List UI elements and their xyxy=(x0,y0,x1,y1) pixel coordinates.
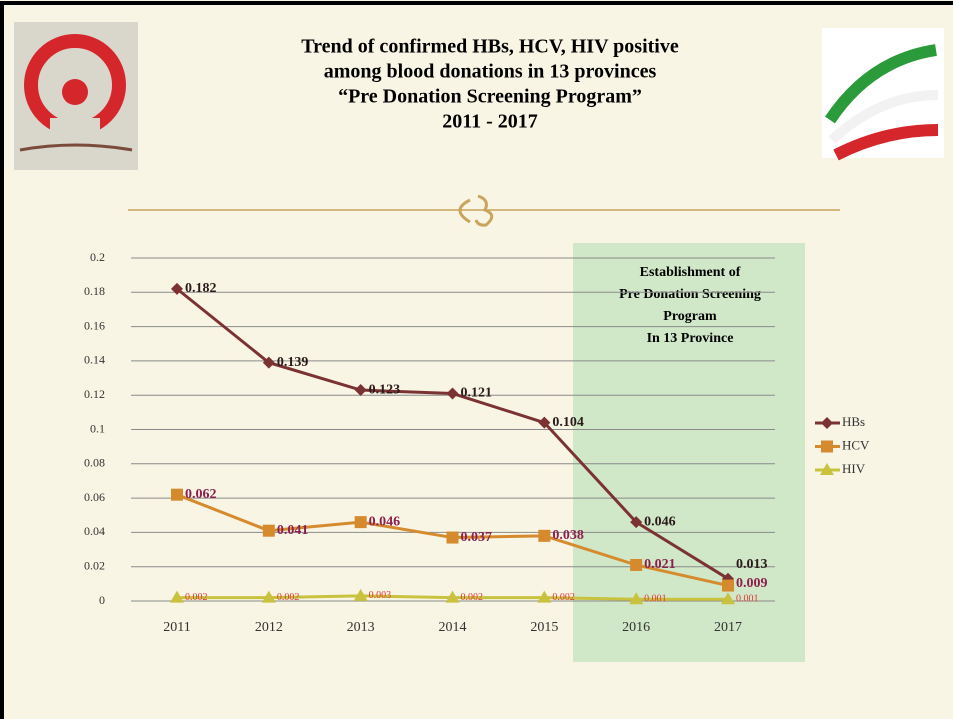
title-line: Trend of confirmed HBs, HCV, HIV positiv… xyxy=(301,36,679,58)
x-tick-label: 2011 xyxy=(163,620,190,635)
title-line: “Pre Donation Screening Program” xyxy=(338,86,642,108)
annotation: Program xyxy=(663,309,717,324)
legend-label: HBs xyxy=(842,414,865,429)
data-label: 0.104 xyxy=(552,415,584,430)
point xyxy=(721,592,735,605)
x-tick-label: 2016 xyxy=(622,620,650,635)
data-label: 0.041 xyxy=(277,523,309,538)
annotation: In 13 Province xyxy=(647,331,734,346)
data-label: 0.001 xyxy=(644,594,667,605)
y-tick-label: 0.08 xyxy=(84,456,105,470)
point xyxy=(445,590,460,603)
point xyxy=(630,516,643,529)
point xyxy=(538,416,551,429)
point xyxy=(262,356,275,369)
highlight-region xyxy=(573,243,805,662)
y-tick-label: 0.18 xyxy=(84,284,105,298)
right-logo xyxy=(822,28,944,161)
y-tick-label: 0.02 xyxy=(84,558,105,572)
data-label: 0.062 xyxy=(185,487,217,502)
data-label: 0.002 xyxy=(277,592,300,603)
x-tick-label: 2014 xyxy=(439,620,467,635)
legend-label: HCV xyxy=(842,437,870,452)
data-label: 0.001 xyxy=(736,594,759,605)
y-tick-label: 0.16 xyxy=(84,318,105,332)
point xyxy=(354,516,367,529)
point xyxy=(538,529,551,542)
data-label: 0.037 xyxy=(461,530,493,545)
annotation: Establishment of xyxy=(640,265,741,280)
point xyxy=(446,387,459,400)
data-label: 0.123 xyxy=(369,382,401,397)
data-label: 0.002 xyxy=(552,592,575,603)
data-label: 0.038 xyxy=(552,528,584,543)
y-tick-label: 0.12 xyxy=(84,387,105,401)
y-tick-label: 0.06 xyxy=(84,490,105,504)
point xyxy=(821,417,833,429)
data-label: 0.121 xyxy=(461,386,493,401)
x-tick-label: 2015 xyxy=(530,620,558,635)
y-tick-label: 0.14 xyxy=(84,353,105,367)
data-label: 0.009 xyxy=(736,576,768,591)
point xyxy=(171,488,183,501)
data-label: 0.013 xyxy=(736,557,768,572)
x-tick-label: 2013 xyxy=(347,620,375,635)
point xyxy=(353,588,368,601)
left-logo xyxy=(14,22,138,170)
point xyxy=(722,579,734,592)
point xyxy=(446,531,459,544)
point xyxy=(630,558,643,571)
title-line: among blood donations in 13 provinces xyxy=(324,61,657,83)
title-line: 2011 - 2017 xyxy=(442,111,538,133)
data-label: 0.003 xyxy=(369,590,392,601)
divider xyxy=(128,194,840,227)
point xyxy=(261,590,276,603)
data-label: 0.046 xyxy=(369,514,401,529)
point xyxy=(171,282,183,295)
data-label: 0.002 xyxy=(185,592,208,603)
point xyxy=(821,440,833,453)
data-label: 0.182 xyxy=(185,281,217,296)
point xyxy=(354,384,367,397)
point xyxy=(170,590,184,603)
y-tick-label: 0.2 xyxy=(90,250,105,264)
point xyxy=(537,590,552,603)
chart: Trend of confirmed HBs, HCV, HIV positiv… xyxy=(84,36,870,662)
point xyxy=(629,592,644,605)
data-label: 0.046 xyxy=(644,514,676,529)
annotation: Pre Donation Screening xyxy=(619,287,761,302)
point xyxy=(820,463,834,475)
x-tick-label: 2012 xyxy=(255,620,283,635)
data-label: 0.021 xyxy=(644,557,676,572)
y-tick-label: 0.1 xyxy=(90,421,105,435)
point xyxy=(262,524,275,537)
y-tick-label: 0.04 xyxy=(84,524,105,538)
data-label: 0.139 xyxy=(277,355,309,370)
data-label: 0.002 xyxy=(461,592,484,603)
x-tick-label: 2017 xyxy=(714,620,742,635)
y-tick-label: 0 xyxy=(99,593,105,607)
legend-label: HIV xyxy=(842,461,866,476)
